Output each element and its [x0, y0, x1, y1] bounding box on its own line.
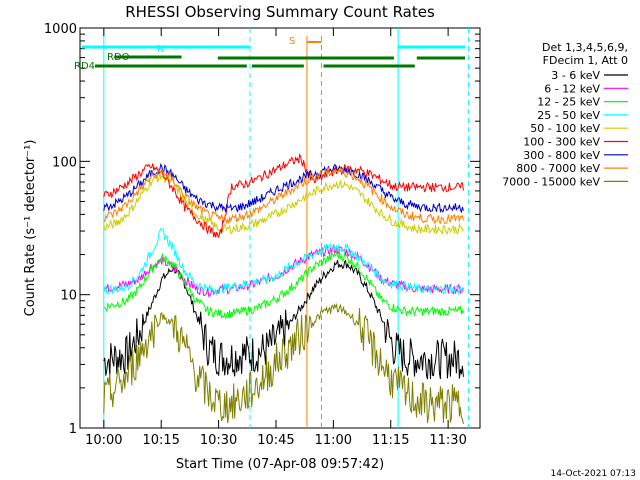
annotation-label: RD4: [74, 61, 95, 72]
series-3: [103, 228, 464, 296]
x-axis-label: Start Time (07-Apr-08 09:57:42): [176, 457, 384, 472]
y-tick-label: 10: [60, 289, 77, 304]
annotation-label: S: [289, 36, 295, 47]
y-tick-label: 1000: [44, 22, 77, 37]
x-tick-label: 10:30: [200, 433, 237, 448]
series-6: [103, 162, 464, 214]
legend-header: FDecim 1, Att 0: [543, 54, 628, 67]
series-8: [103, 302, 464, 425]
annotation-label: N: [157, 44, 164, 55]
axis-ticks: 10:00 10:15 10:30 10:45 11:00 11:15 11:30 1 10 10…: [44, 22, 480, 448]
x-tick-label: 11:00: [315, 433, 352, 448]
legend: Det 1,3,4,5,6,9,FDecim 1, Att 0 3 - 6 keV…: [502, 41, 628, 188]
legend-label: 800 - 7000 keV: [516, 162, 600, 175]
series-0: [103, 259, 464, 380]
series-7: [103, 167, 464, 225]
annotations: N S RDO RD4: [74, 36, 465, 72]
legend-label: 7000 - 15000 keV: [502, 175, 600, 188]
y-tick-label: 100: [52, 155, 77, 170]
x-tick-label: 11:30: [429, 433, 466, 448]
legend-label: 25 - 50 keV: [537, 109, 600, 122]
series-5: [103, 153, 464, 239]
x-tick-label: 10:45: [257, 433, 294, 448]
x-tick-label: 10:15: [142, 433, 179, 448]
x-tick-label: 11:15: [372, 433, 409, 448]
footer-timestamp: 14-Oct-2021 07:13: [551, 469, 636, 479]
y-axis-label: Count Rate (s⁻¹ detector⁻¹): [23, 140, 38, 317]
annotation-label: RDO: [107, 52, 130, 63]
chart-title: RHESSI Observing Summary Count Rates: [125, 3, 435, 21]
legend-header: Det 1,3,4,5,6,9,: [542, 41, 628, 54]
legend-label: 100 - 300 keV: [523, 136, 600, 149]
y-tick-label: 1: [69, 422, 77, 437]
series-2: [103, 249, 464, 321]
legend-label: 6 - 12 keV: [544, 82, 600, 95]
x-tick-label: 10:00: [85, 433, 122, 448]
series-layer: [103, 153, 464, 425]
legend-label: 300 - 800 keV: [523, 149, 600, 162]
legend-label: 50 - 100 keV: [530, 122, 600, 135]
plot-frame: [79, 27, 481, 429]
plot-border: [79, 27, 481, 429]
legend-label: 3 - 6 keV: [551, 69, 600, 82]
legend-label: 12 - 25 keV: [537, 96, 600, 109]
